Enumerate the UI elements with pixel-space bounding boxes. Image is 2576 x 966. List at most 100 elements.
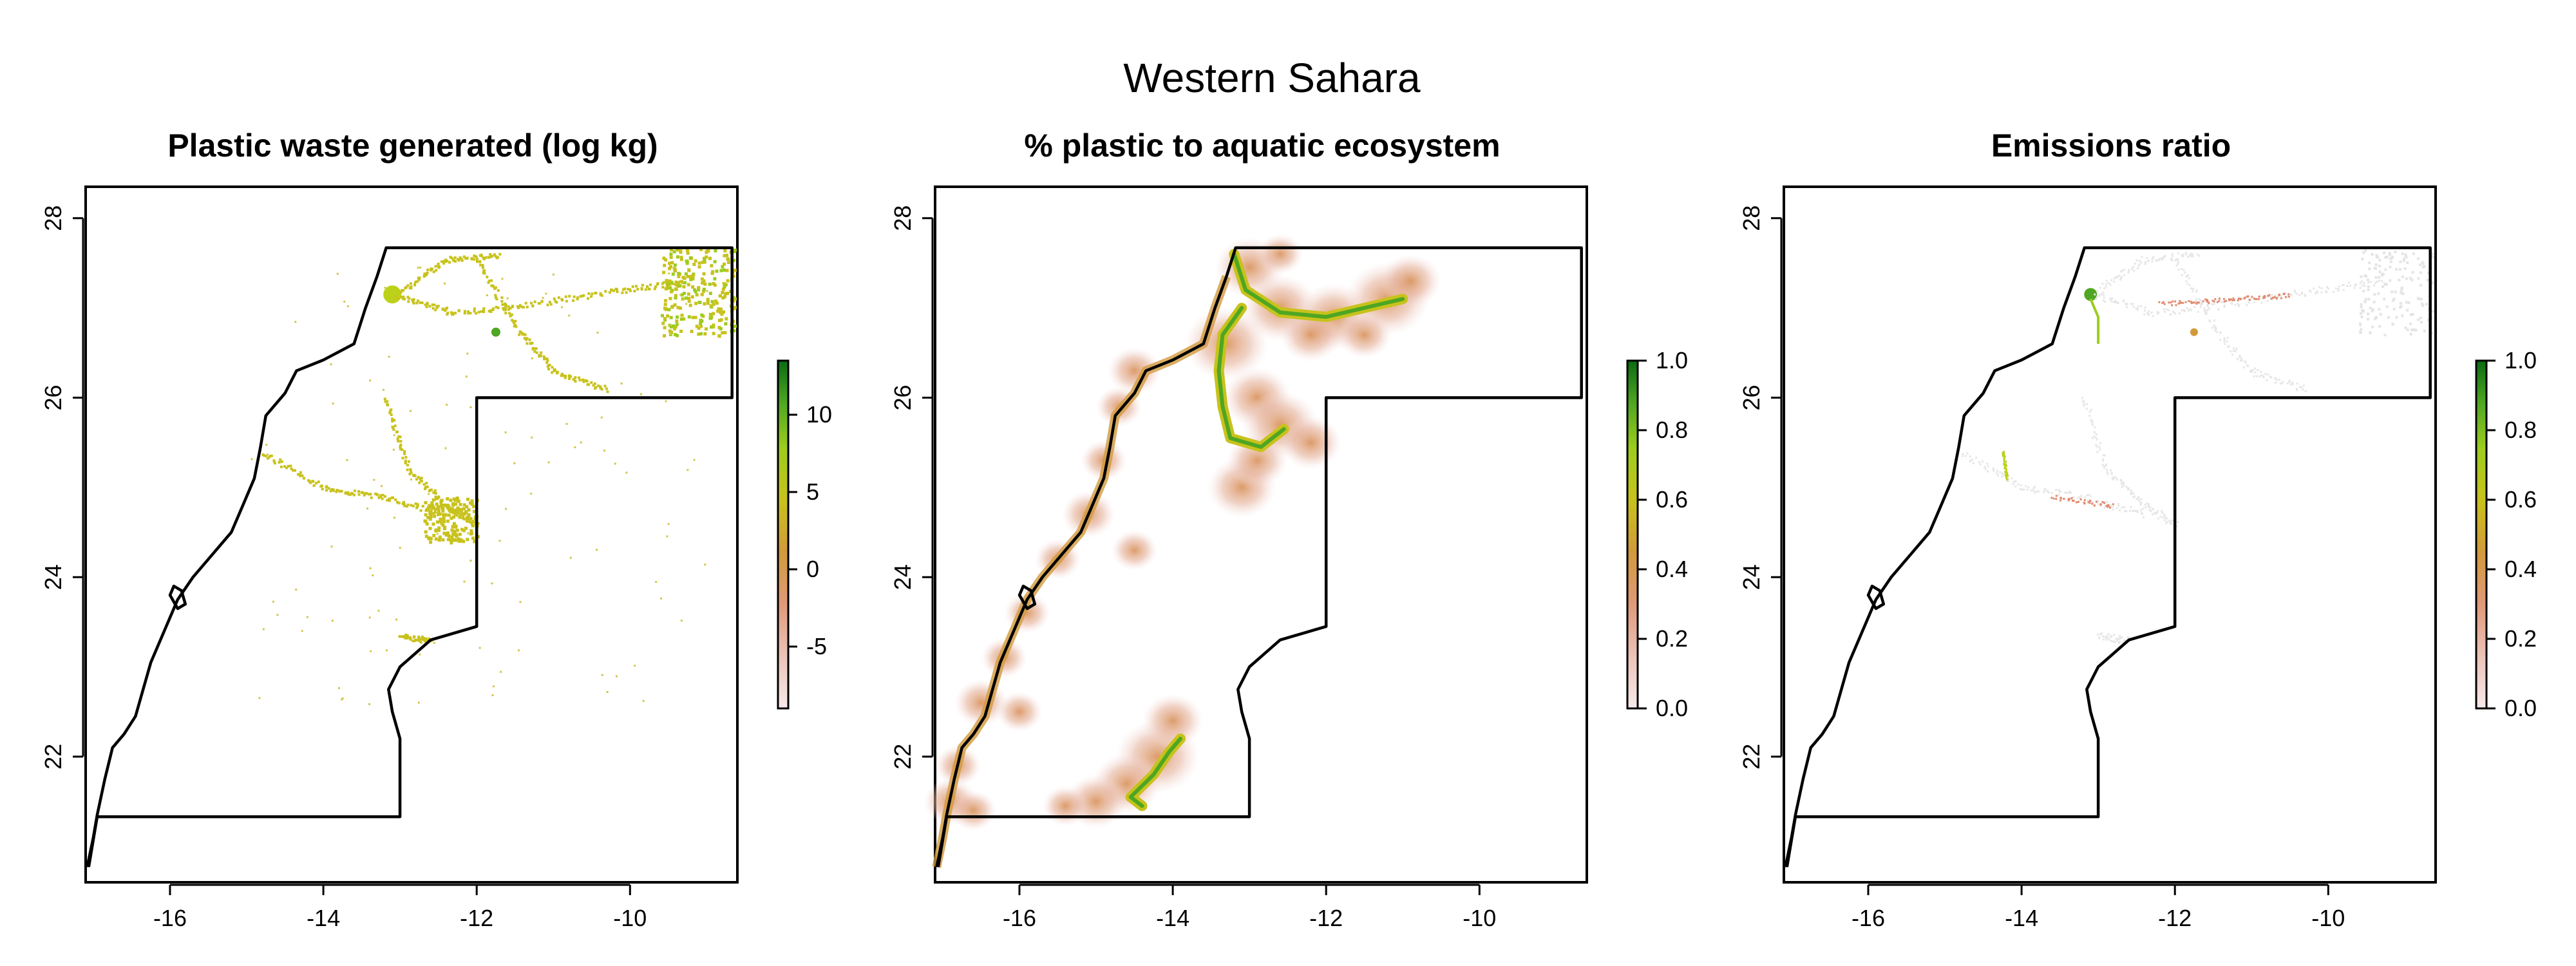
faint-trace: [2222, 301, 2224, 303]
waste-trace: [565, 299, 568, 303]
faint-trace: [2105, 464, 2107, 467]
faint-trace: [2014, 480, 2017, 482]
faint-trace: [2128, 509, 2131, 512]
waste-cluster: [700, 313, 704, 317]
waste-cluster: [700, 292, 704, 296]
waste-cluster: [673, 327, 676, 331]
waste-dot: [491, 694, 494, 696]
waste-dot: [463, 580, 466, 583]
waste-cluster: [719, 307, 723, 311]
waste-trace: [301, 474, 304, 477]
waste-cluster: [719, 318, 723, 322]
faint-trace: [2130, 492, 2132, 495]
waste-cluster: [470, 499, 474, 503]
waste-cluster: [721, 290, 724, 294]
waste-cluster: [439, 500, 443, 504]
faint-trace: [2114, 301, 2117, 304]
faint-trace: [2106, 471, 2108, 473]
waste-cluster: [668, 297, 672, 301]
faint-trace: [2118, 641, 2120, 644]
waste-cluster: [664, 258, 668, 261]
waste-trace: [653, 287, 656, 290]
emission-trace: [2158, 301, 2161, 303]
waste-cluster: [695, 293, 699, 297]
waste-trace: [551, 371, 554, 374]
faint-cluster: [2389, 257, 2392, 260]
waste-dot: [706, 290, 708, 292]
waste-cluster: [677, 274, 681, 278]
faint-trace: [2116, 478, 2119, 481]
waste-trace: [463, 310, 466, 313]
waste-trace: [409, 469, 412, 473]
faint-cluster: [2395, 268, 2398, 271]
waste-trace: [540, 299, 544, 303]
waste-trace: [449, 256, 452, 259]
emission-trace: [2211, 299, 2214, 302]
waste-trace: [507, 308, 510, 311]
emission-trace: [2172, 300, 2174, 303]
waste-trace: [264, 455, 267, 457]
faint-trace: [2131, 268, 2134, 270]
faint-trace: [2195, 290, 2198, 293]
faint-trace: [2143, 313, 2146, 316]
waste-cluster: [446, 519, 450, 523]
waste-trace: [431, 267, 434, 270]
waste-cluster: [732, 329, 736, 333]
waste-dot: [410, 410, 412, 412]
waste-cluster: [663, 263, 667, 267]
faint-trace: [2165, 522, 2168, 524]
waste-dot: [366, 507, 369, 510]
faint-trace: [2185, 280, 2188, 283]
faint-cluster: [2375, 316, 2378, 319]
emission-trace: [2107, 506, 2109, 508]
faint-trace: [2109, 299, 2112, 301]
emission-trace: [2278, 294, 2280, 296]
faint-trace: [2122, 482, 2125, 484]
faint-trace: [1996, 469, 1998, 472]
faint-trace: [2161, 512, 2164, 514]
faint-trace: [2120, 276, 2123, 278]
waste-dot: [668, 324, 671, 327]
waste-cluster: [668, 267, 671, 270]
waste-trace: [273, 462, 276, 465]
faint-trace: [2150, 312, 2153, 314]
faint-trace: [2186, 283, 2189, 285]
waste-trace: [422, 636, 424, 639]
waste-trace: [379, 494, 383, 497]
waste-trace: [497, 289, 500, 292]
faint-trace: [2237, 303, 2239, 305]
faint-trace: [2346, 285, 2349, 287]
emission-trace: [2162, 301, 2164, 303]
waste-trace: [449, 510, 452, 513]
faint-cluster: [2420, 298, 2423, 301]
waste-cluster: [686, 274, 690, 278]
faint-cluster: [2405, 256, 2408, 259]
faint-trace: [2167, 309, 2170, 312]
faint-trace: [2172, 253, 2174, 256]
faint-cluster: [2409, 322, 2412, 325]
faint-trace: [2140, 305, 2143, 308]
waste-cluster: [454, 512, 457, 516]
waste-cluster: [734, 325, 737, 328]
faint-trace: [2381, 280, 2383, 282]
waste-trace: [564, 374, 567, 377]
faint-trace: [2288, 379, 2291, 382]
plot-frame: [84, 185, 739, 884]
waste-trace: [269, 455, 272, 457]
waste-trace: [404, 287, 407, 290]
waste-cluster: [724, 292, 728, 296]
faint-cluster: [2368, 267, 2371, 270]
waste-trace: [435, 307, 439, 309]
faint-trace: [2247, 365, 2249, 367]
waste-trace: [415, 478, 418, 481]
emission-trace: [2067, 499, 2070, 502]
emission-trace: [2223, 300, 2226, 303]
waste-dot: [419, 267, 422, 269]
waste-dot: [410, 478, 412, 481]
y-tick-label: 26: [1738, 384, 1765, 410]
faint-trace: [2110, 504, 2112, 507]
waste-cluster: [459, 512, 463, 516]
faint-trace: [2282, 381, 2284, 383]
faint-cluster: [2360, 303, 2363, 306]
faint-cluster: [2423, 330, 2426, 333]
